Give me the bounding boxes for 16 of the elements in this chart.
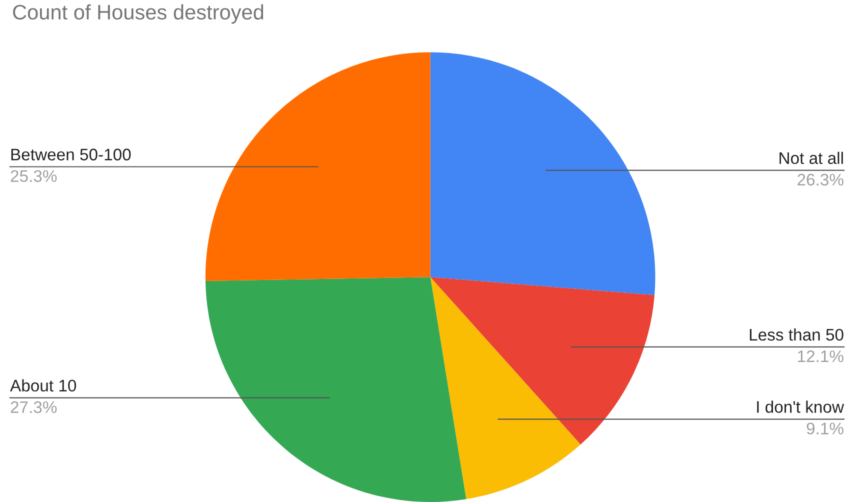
slice-label: Between 50-100 xyxy=(11,148,131,160)
slice-label: Less than 50 xyxy=(750,328,844,341)
pie-slice xyxy=(430,277,655,444)
slice-label: Not at all xyxy=(780,152,843,164)
pie-slice xyxy=(206,277,466,502)
slice-label: About 10 xyxy=(10,379,76,392)
data-label: 25.3% xyxy=(10,170,57,182)
data-label: 9.1% xyxy=(806,422,844,434)
pie-slice xyxy=(430,52,656,296)
data-label: 27.3% xyxy=(10,401,57,414)
pie-slice xyxy=(430,277,581,500)
data-label: 12.1% xyxy=(798,350,844,362)
pie-slice xyxy=(205,52,430,281)
slice-label: I don't know xyxy=(757,400,844,413)
chart-title: Count of Houses destroyed xyxy=(13,4,264,24)
data-label: 26.3% xyxy=(798,174,844,186)
